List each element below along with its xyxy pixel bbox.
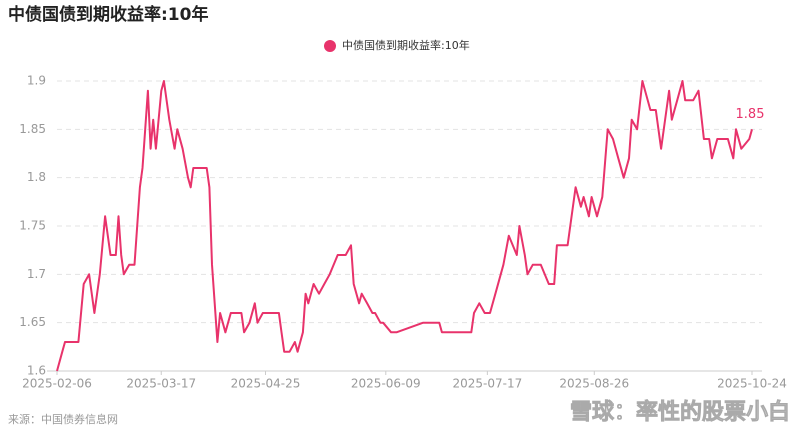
x-tick-label: 2025-04-25: [231, 377, 301, 391]
source: 来源：中国债券信息网: [8, 412, 118, 426]
legend-label: 中债国债到期收益率:10年: [342, 38, 470, 52]
y-tick-label: 1.8: [27, 170, 46, 184]
x-tick-label: 2025-06-09: [351, 377, 421, 391]
x-tick-label: 2025-07-17: [452, 377, 522, 391]
watermark: 雪球：率性的股票小白: [570, 399, 790, 425]
line: [56, 80, 753, 372]
y-tick-label: 1.7: [27, 267, 46, 281]
legend-marker: [324, 40, 336, 52]
y-tick-label: 1.85: [19, 122, 46, 136]
y-tick-label: 1.75: [19, 219, 46, 233]
y-tick-label: 1.6: [27, 364, 46, 378]
y-tick-label: 1.9: [27, 74, 46, 88]
x-tick-label: 2025-08-26: [559, 377, 629, 391]
end-value-label: 1.85: [736, 107, 765, 122]
x-tick-label: 2025-02-06: [22, 377, 92, 391]
y-tick-label: 1.65: [19, 315, 46, 329]
x-tick-label: 2025-10-24: [717, 377, 787, 391]
chart-title: 中债国债到期收益率:10年: [8, 4, 208, 25]
x-tick-label: 2025-03-17: [126, 377, 196, 391]
